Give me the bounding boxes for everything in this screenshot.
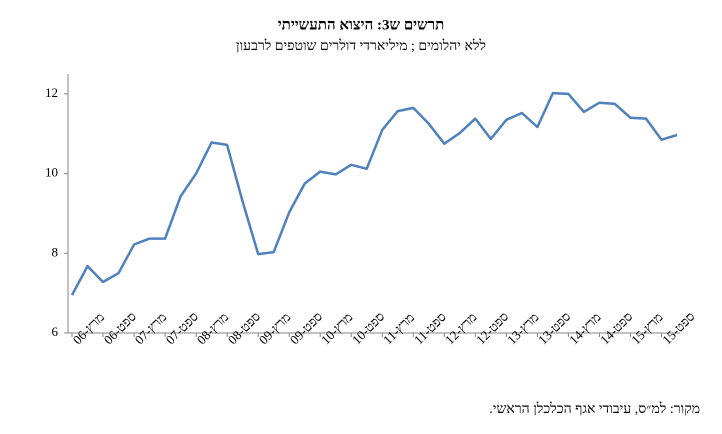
x-tick-label: מרץ-08 <box>194 309 232 347</box>
x-tick-label: מרץ-15 <box>628 309 666 347</box>
y-tick-label: 10 <box>45 165 58 180</box>
y-tick-label: 6 <box>52 324 59 339</box>
x-tick-label: מרץ-12 <box>442 309 480 347</box>
x-tick-label: ספט-14 <box>597 309 635 347</box>
x-tick-label: מרץ-14 <box>566 309 604 347</box>
chart-title: תרשים ש3: היצוא התעשייתי <box>278 17 445 33</box>
x-tick-label: מרץ-11 <box>380 310 417 347</box>
x-tick-label: ספט-07 <box>163 309 201 347</box>
line-series <box>70 91 678 296</box>
x-tick-label: מרץ-13 <box>504 309 542 347</box>
x-tick-label: ספט-10 <box>349 309 387 347</box>
y-tick-label: 8 <box>52 244 59 259</box>
source-note: מקור: למ״ס, עיבודי אגף הכלכלן הראשי. <box>489 401 700 417</box>
x-tick-label: ספט-12 <box>473 309 511 347</box>
x-tick-label: מרץ-09 <box>256 309 294 347</box>
x-tick-label: ספט-11 <box>411 309 449 347</box>
x-tick-label: ספט-09 <box>287 309 325 347</box>
x-tick-label: ספט-13 <box>535 309 573 347</box>
x-tick-label: ספט-06 <box>101 309 139 347</box>
y-tick-label: 12 <box>45 85 58 100</box>
chart-subtitle: ללא יהלומים ; מיליארדי דולרים שוטפים לרב… <box>236 38 486 54</box>
x-tick-label: ספט-08 <box>225 309 263 347</box>
x-tick-label: מרץ-06 <box>70 309 108 347</box>
x-tick-label: ספט-15 <box>659 309 697 347</box>
x-tick-label: מרץ-07 <box>132 309 170 347</box>
x-tick-label: מרץ-10 <box>318 309 356 347</box>
